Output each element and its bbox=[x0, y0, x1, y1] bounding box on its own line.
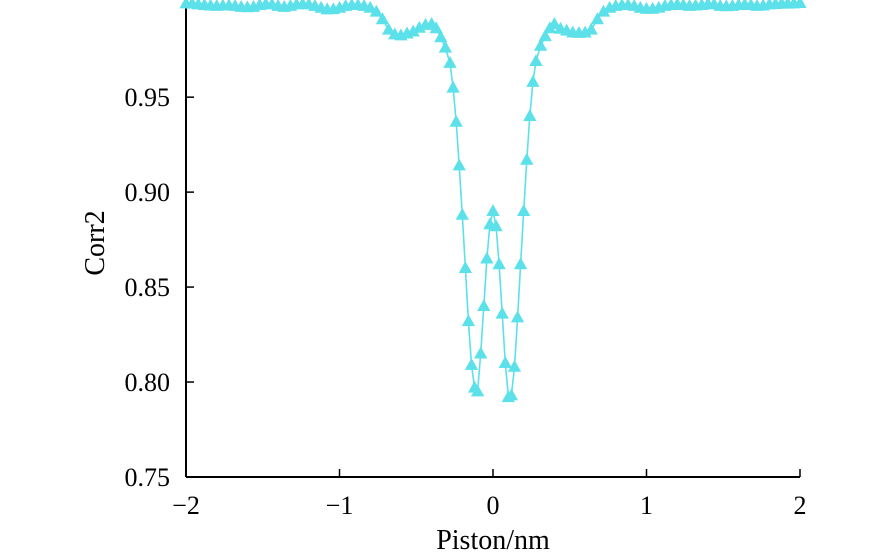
data-point-marker bbox=[492, 257, 506, 270]
y-tick-label: 0.85 bbox=[125, 273, 171, 302]
x-ticks: −2 −1 0 1 2 bbox=[172, 469, 807, 520]
data-point-marker bbox=[471, 384, 485, 397]
data-point-marker bbox=[443, 55, 457, 68]
data-point-marker bbox=[438, 40, 453, 53]
y-axis-title: Corr2 bbox=[80, 210, 111, 275]
plot-area bbox=[179, 0, 807, 403]
data-point-marker bbox=[547, 17, 562, 29]
data-point-marker bbox=[504, 388, 519, 401]
data-point-marker bbox=[474, 346, 488, 359]
data-point-marker bbox=[523, 109, 537, 122]
data-point-marker bbox=[517, 204, 531, 217]
data-point-marker bbox=[495, 306, 509, 319]
data-point-marker bbox=[449, 114, 463, 127]
y-tick-label: 0.90 bbox=[125, 178, 171, 207]
y-tick-label: 0.80 bbox=[125, 368, 171, 397]
data-point-marker bbox=[596, 4, 611, 17]
data-point-marker bbox=[434, 30, 448, 43]
data-point-marker bbox=[477, 299, 491, 311]
data-point-marker bbox=[446, 80, 460, 93]
data-point-marker bbox=[520, 152, 534, 165]
data-point-marker bbox=[486, 204, 500, 217]
data-point-marker bbox=[480, 251, 494, 264]
x-tick-label: 0 bbox=[487, 491, 500, 520]
axes: −2 −1 0 1 2 0.75 0.80 0.85 0.90 0.95 bbox=[125, 0, 807, 520]
data-point-marker bbox=[533, 38, 548, 51]
data-point-marker bbox=[526, 74, 540, 87]
data-point-marker bbox=[793, 0, 807, 9]
data-point-marker bbox=[584, 22, 598, 35]
x-tick-label: −1 bbox=[326, 491, 354, 520]
series-markers bbox=[179, 0, 807, 403]
x-tick-label: −2 bbox=[172, 491, 200, 520]
data-point-marker bbox=[381, 22, 396, 35]
data-point-marker bbox=[375, 12, 390, 25]
data-point-marker bbox=[498, 356, 512, 368]
x-tick-label: 2 bbox=[794, 491, 807, 520]
x-tick-label: 1 bbox=[640, 491, 653, 520]
data-point-marker bbox=[461, 314, 476, 327]
series-line bbox=[185, 2, 801, 399]
data-point-marker bbox=[489, 219, 503, 232]
data-point-marker bbox=[513, 257, 528, 270]
data-point-marker bbox=[529, 54, 543, 66]
data-point-marker bbox=[452, 158, 466, 171]
data-point-marker bbox=[429, 21, 443, 34]
data-point-marker bbox=[369, 4, 383, 17]
data-point-marker bbox=[464, 357, 479, 370]
y-ticks: 0.75 0.80 0.85 0.90 0.95 bbox=[125, 83, 194, 492]
data-point-marker bbox=[507, 359, 522, 372]
data-point-marker bbox=[458, 261, 473, 273]
data-point-marker bbox=[455, 207, 469, 220]
y-tick-label: 0.95 bbox=[125, 83, 171, 112]
x-axis-title: Piston/nm bbox=[436, 525, 550, 556]
data-point-marker bbox=[406, 24, 420, 37]
data-point-marker bbox=[590, 12, 605, 25]
y-tick-label: 0.75 bbox=[125, 463, 171, 492]
data-point-marker bbox=[510, 310, 525, 323]
data-point-marker bbox=[538, 29, 552, 42]
